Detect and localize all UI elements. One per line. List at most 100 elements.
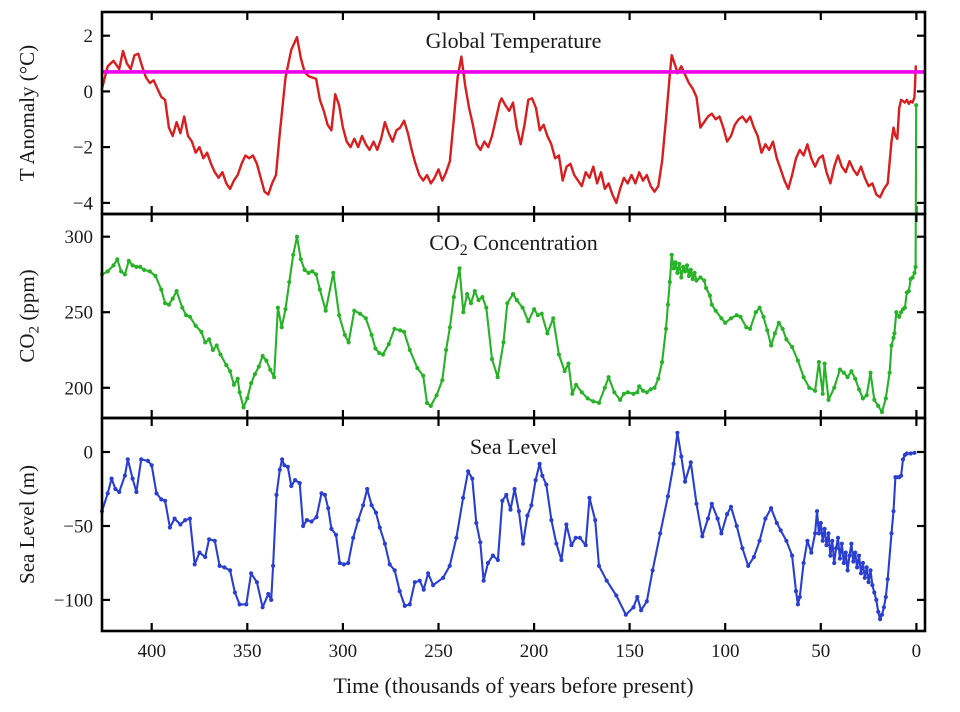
- data-point-marker: [813, 388, 818, 393]
- data-point-marker: [824, 543, 829, 548]
- data-point-marker: [849, 541, 854, 546]
- data-point-marker: [544, 482, 549, 487]
- data-point-marker: [899, 310, 904, 315]
- data-point-marker: [684, 263, 690, 268]
- data-point-marker: [585, 396, 590, 401]
- data-point-marker: [333, 532, 339, 538]
- data-point-marker: [529, 503, 534, 508]
- data-point-marker: [431, 583, 436, 588]
- data-point-marker: [224, 363, 229, 368]
- data-point-marker: [166, 302, 171, 307]
- sea_level-series: [99, 430, 917, 622]
- data-point-marker: [310, 269, 315, 274]
- data-point-marker: [314, 272, 319, 277]
- x-axis: 400 350 300 250 200 150 100 50 0 Time (thousands …: [137, 641, 921, 698]
- data-point-marker: [570, 391, 575, 396]
- data-point-marker: [535, 313, 541, 318]
- co2-series-line: [100, 104, 918, 414]
- data-point-marker: [533, 478, 538, 483]
- data-point-marker: [203, 554, 208, 560]
- data-point-marker: [899, 473, 904, 478]
- data-point-marker: [280, 457, 285, 462]
- data-point-marker: [847, 553, 852, 558]
- data-point-marker: [490, 553, 495, 558]
- data-point-marker: [180, 305, 185, 310]
- data-point-marker: [900, 457, 906, 462]
- data-point-marker: [514, 298, 519, 303]
- data-point-marker: [317, 287, 322, 292]
- data-point-marker: [713, 308, 718, 313]
- data-point-marker: [681, 264, 686, 269]
- data-point-marker: [734, 523, 739, 529]
- data-point-marker: [125, 457, 130, 462]
- data-point-marker: [635, 594, 640, 600]
- co2-y-axis-label: CO2 (ppm): [15, 269, 43, 362]
- data-point-marker: [889, 343, 894, 348]
- data-point-marker: [834, 546, 839, 551]
- data-point-marker: [341, 562, 346, 567]
- data-point-marker: [539, 311, 544, 316]
- temperature-series: [100, 35, 917, 205]
- data-point-marker: [249, 571, 254, 576]
- data-point-marker: [113, 486, 118, 492]
- data-point-marker: [715, 516, 720, 521]
- data-point-marker: [470, 476, 475, 481]
- data-point-marker: [856, 553, 862, 558]
- data-point-marker: [516, 509, 522, 514]
- data-point-marker: [159, 497, 164, 502]
- data-point-marker: [596, 563, 602, 569]
- data-point-marker: [212, 538, 217, 543]
- data-point-marker: [369, 332, 374, 337]
- data-point-marker: [397, 589, 402, 594]
- data-point-marker: [677, 261, 682, 266]
- data-point-marker: [485, 560, 491, 566]
- data-point-marker: [790, 553, 795, 558]
- data-point-marker: [870, 583, 875, 588]
- data-point-marker: [474, 520, 479, 526]
- data-point-marker: [130, 263, 135, 268]
- data-point-marker: [142, 267, 147, 272]
- data-point-marker: [214, 343, 219, 348]
- data-point-marker: [377, 525, 382, 530]
- data-point-marker: [602, 385, 607, 390]
- sea_level-series-line: [100, 431, 916, 621]
- data-point-marker: [805, 538, 810, 543]
- data-point-marker: [639, 608, 644, 613]
- data-point-marker: [235, 376, 240, 381]
- data-point-marker: [207, 337, 212, 342]
- data-point-marker: [822, 361, 827, 366]
- data-point-marker: [816, 360, 822, 365]
- temperature-series-line: [100, 35, 917, 205]
- data-point-marker: [154, 491, 159, 496]
- data-point-marker: [793, 589, 799, 594]
- data-point-marker: [910, 275, 915, 280]
- sea_level-y-tick-label: −50: [63, 517, 93, 538]
- data-point-marker: [860, 396, 866, 401]
- temperature-y-tick-label: −4: [73, 193, 94, 214]
- data-point-marker: [264, 358, 269, 363]
- data-point-marker: [635, 390, 640, 395]
- data-point-marker: [686, 273, 692, 279]
- data-point-marker: [122, 272, 127, 277]
- data-point-marker: [665, 494, 671, 499]
- data-point-marker: [412, 580, 417, 585]
- data-point-marker: [862, 575, 867, 580]
- data-point-marker: [441, 575, 446, 580]
- data-point-marker: [289, 483, 294, 489]
- data-point-marker: [587, 495, 592, 500]
- data-point-marker: [167, 525, 172, 530]
- data-point-marker: [326, 506, 331, 511]
- data-point-marker: [386, 341, 391, 347]
- data-point-marker: [801, 560, 806, 566]
- data-point-marker: [702, 278, 707, 283]
- data-point-marker: [260, 353, 265, 359]
- data-point-marker: [761, 314, 766, 319]
- data-point-marker: [872, 397, 877, 402]
- data-point-marker: [879, 409, 885, 415]
- data-point-marker: [858, 571, 864, 576]
- data-point-marker: [454, 535, 459, 540]
- data-point-marker: [331, 270, 336, 275]
- data-point-marker: [822, 526, 827, 532]
- data-point-marker: [197, 550, 202, 555]
